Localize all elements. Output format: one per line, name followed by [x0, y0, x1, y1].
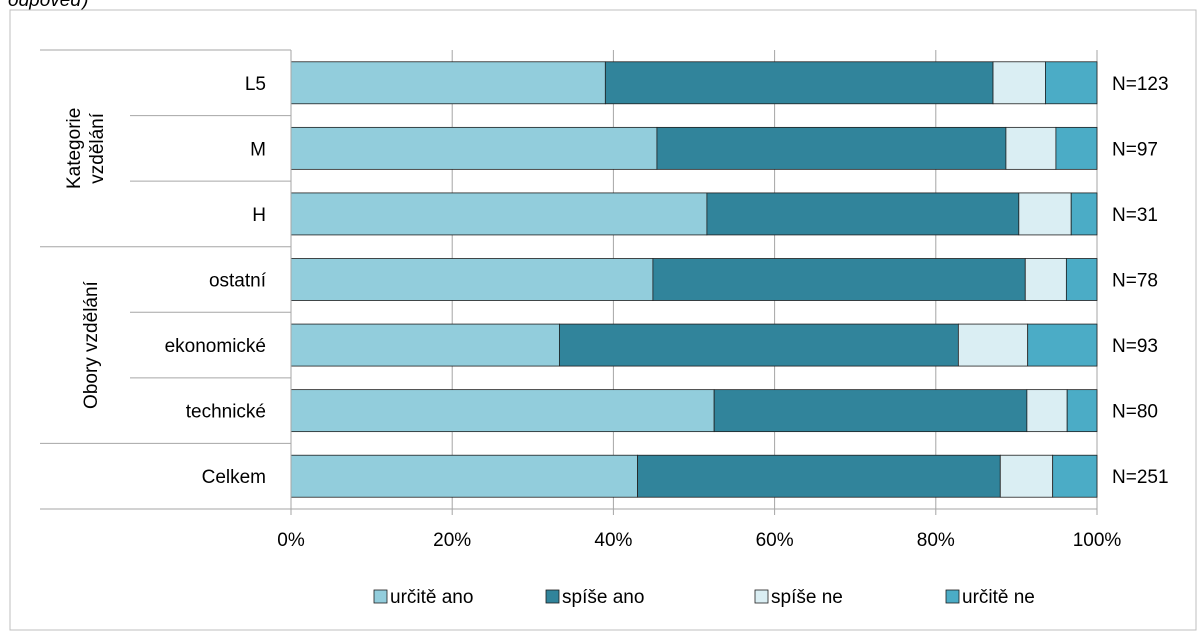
x-tick-labels: 0% 20% 40% 60% 80% 100%: [277, 530, 1121, 551]
category-label: M: [250, 139, 266, 160]
bar-urcite-ano: [290, 126, 658, 170]
group-label: Kategorie vzdělání: [64, 108, 108, 189]
bar-urcite-ne: [1027, 323, 1098, 367]
x-tick-label: 100%: [1073, 530, 1122, 551]
bar-spise-ne: [957, 323, 1029, 367]
bar-urcite-ne: [1052, 454, 1098, 498]
legend: určitě ano spíše ano spíše ne určitě ne: [373, 587, 1035, 608]
bar-urcite-ne: [1070, 192, 1098, 236]
x-tick-label: 80%: [917, 530, 955, 551]
bar-spise-ne: [1005, 126, 1057, 170]
bar-spise-ano: [558, 323, 959, 367]
x-tick-label: 20%: [433, 530, 471, 551]
category-label: ostatní: [209, 271, 267, 292]
n-label: N=251: [1112, 467, 1169, 488]
bar-urcite-ano: [290, 389, 715, 433]
n-label: N=78: [1112, 271, 1158, 292]
group-label: Obory vzdělání: [81, 280, 102, 409]
category-label: L5: [245, 74, 266, 95]
bars: [290, 61, 1098, 498]
bar-spise-ne: [992, 61, 1046, 105]
legend-label-urcite-ne: určitě ne: [962, 587, 1035, 608]
category-label: technické: [186, 402, 266, 423]
category-label: ekonomické: [165, 336, 266, 357]
bar-spise-ano: [637, 454, 1001, 498]
axes: [40, 49, 1098, 515]
legend-swatch-urcite-ano: [373, 589, 388, 604]
bar-urcite-ano: [290, 192, 708, 236]
bar-spise-ne: [1018, 192, 1072, 236]
bar-urcite-ano: [290, 61, 606, 105]
bar-urcite-ne: [1065, 258, 1098, 301]
group-labels: Kategorie vzdělání Obory vzdělání: [64, 108, 108, 409]
x-tick-label: 40%: [594, 530, 632, 551]
bar-spise-ne: [999, 454, 1054, 498]
bar-spise-ano: [652, 258, 1026, 301]
chart-caption-fragment: odpověď): [8, 0, 89, 11]
legend-swatch-spise-ne: [754, 589, 769, 604]
x-tick-label: 0%: [277, 530, 305, 551]
bar-urcite-ano: [290, 323, 560, 367]
bar-urcite-ne: [1045, 61, 1098, 105]
category-label: Celkem: [202, 467, 266, 488]
n-label: N=93: [1112, 336, 1158, 357]
bar-spise-ano: [604, 61, 994, 105]
legend-label-spise-ano: spíše ano: [562, 587, 644, 608]
n-labels: N=123 N=97 N=31 N=78 N=93 N=80 N=251: [1112, 74, 1169, 488]
bar-spise-ne: [1024, 258, 1067, 301]
bar-spise-ano: [713, 389, 1028, 433]
bar-spise-ano: [706, 192, 1020, 236]
bar-spise-ano: [656, 126, 1007, 170]
bar-urcite-ne: [1066, 389, 1098, 433]
bar-urcite-ano: [290, 258, 654, 301]
bar-urcite-ano: [290, 454, 638, 498]
chart-frame: [9, 9, 1197, 631]
n-label: N=123: [1112, 74, 1169, 95]
category-label: H: [252, 205, 266, 226]
x-tick-label: 60%: [756, 530, 794, 551]
legend-label-spise-ne: spíše ne: [771, 587, 843, 608]
n-label: N=80: [1112, 402, 1158, 423]
legend-label-urcite-ano: určitě ano: [390, 587, 473, 608]
bar-spise-ne: [1026, 389, 1068, 433]
n-label: N=31: [1112, 205, 1158, 226]
legend-swatch-spise-ano: [545, 589, 560, 604]
legend-swatch-urcite-ne: [945, 589, 960, 604]
bar-urcite-ne: [1055, 126, 1098, 170]
n-label: N=97: [1112, 139, 1158, 160]
